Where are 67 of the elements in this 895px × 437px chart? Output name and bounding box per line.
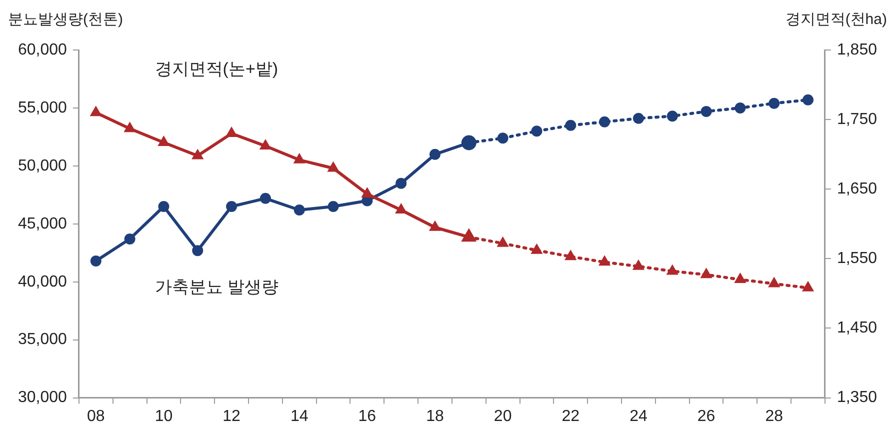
text: 가축분뇨 발생량	[154, 277, 279, 296]
y-tick-label: 50,000	[18, 157, 68, 174]
point	[158, 136, 170, 146]
y-tick-label: 40,000	[18, 273, 68, 290]
x-tick-label: 18	[426, 408, 444, 425]
y-tick-label: 45,000	[18, 215, 68, 232]
x-tick-label: 26	[697, 408, 716, 425]
point	[294, 204, 305, 216]
point	[328, 201, 339, 212]
point	[395, 202, 408, 214]
x-tick-label: 24	[630, 408, 648, 425]
point	[598, 255, 611, 266]
y-tick-label: 60,000	[18, 41, 68, 58]
point	[632, 259, 645, 270]
point	[260, 192, 271, 204]
x-tick-label: 22	[562, 408, 580, 425]
point	[802, 280, 814, 292]
y2-tick-label: 1,350	[836, 389, 878, 406]
x-tick-label: 20	[494, 408, 512, 425]
point	[768, 276, 780, 288]
y2-tick-label: 1,850	[836, 41, 878, 58]
text: 경지면적(논+밭)	[154, 60, 278, 79]
point	[666, 110, 678, 122]
point	[396, 178, 407, 189]
x-tick-label: 08	[86, 408, 105, 425]
x-tick-label: 16	[358, 408, 376, 425]
y-tick-label: 35,000	[18, 331, 68, 348]
point	[734, 272, 746, 284]
y2-axis-title: 경지면적(천ha)	[785, 10, 887, 29]
point	[531, 126, 542, 137]
point	[632, 112, 644, 124]
y2-tick-label: 1,650	[836, 180, 878, 198]
y-tick-label: 30,000	[18, 389, 68, 406]
y2-tick-label: 1,750	[836, 110, 878, 128]
point	[802, 94, 814, 106]
point	[192, 245, 204, 256]
point	[497, 132, 508, 144]
point	[530, 243, 543, 254]
point	[124, 122, 136, 132]
point	[90, 106, 102, 116]
point	[666, 264, 678, 275]
x-tick-label: 10	[154, 408, 173, 425]
x-tick-label: 14	[290, 408, 308, 425]
point	[293, 152, 306, 164]
point	[327, 161, 340, 172]
point	[90, 256, 102, 266]
point	[496, 236, 509, 247]
point	[768, 98, 780, 109]
point	[225, 126, 238, 137]
point	[124, 233, 136, 244]
point	[700, 106, 712, 117]
y-axis-title: 분뇨발생량(천톤)	[8, 10, 123, 29]
point	[192, 148, 204, 160]
point	[599, 116, 610, 128]
y-tick-label: 55,000	[18, 99, 68, 116]
x-tick-label: 28	[765, 408, 784, 425]
point	[734, 102, 746, 114]
point	[564, 250, 577, 260]
y2-tick-label: 1,550	[836, 250, 878, 268]
point	[226, 201, 238, 212]
point	[429, 148, 440, 160]
x-tick-label: 12	[222, 408, 241, 425]
point	[700, 268, 712, 278]
point	[158, 201, 170, 212]
point	[565, 120, 576, 131]
y2-tick-label: 1,450	[836, 320, 878, 337]
point	[428, 220, 442, 231]
